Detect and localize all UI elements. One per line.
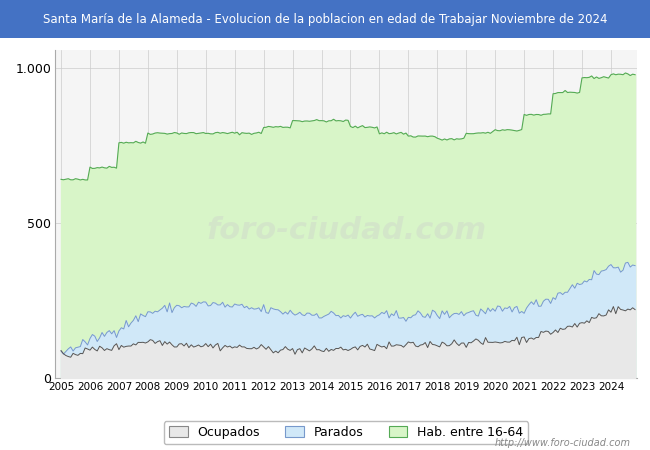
Text: Santa María de la Alameda - Evolucion de la poblacion en edad de Trabajar Noviem: Santa María de la Alameda - Evolucion de… xyxy=(43,13,607,26)
Text: foro-ciudad.com: foro-ciudad.com xyxy=(206,216,486,245)
Text: http://www.foro-ciudad.com: http://www.foro-ciudad.com xyxy=(495,438,630,448)
Legend: Ocupados, Parados, Hab. entre 16-64: Ocupados, Parados, Hab. entre 16-64 xyxy=(164,421,528,444)
